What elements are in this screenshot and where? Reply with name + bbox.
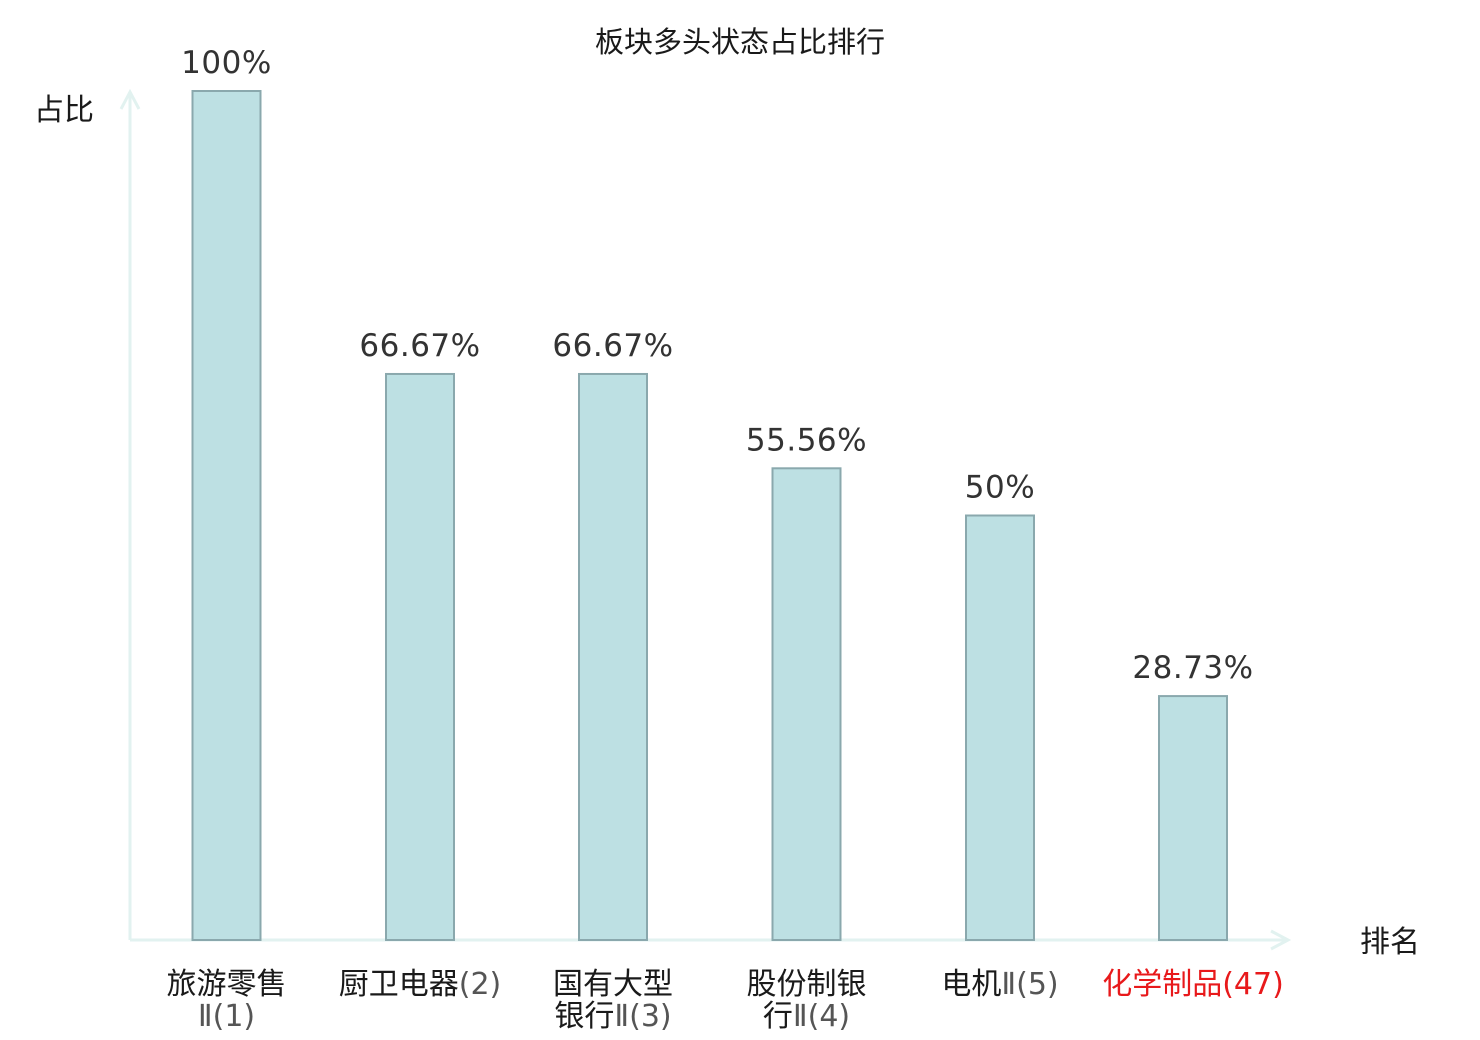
- category-label-6: 化学制品(47): [1102, 967, 1284, 1002]
- chart-title: 板块多头状态占比排行: [595, 25, 885, 59]
- value-label-6: 28.73%: [1132, 650, 1253, 686]
- bar-2: [385, 372, 455, 942]
- bar-series: [191, 90, 1228, 942]
- x-axis-label: 排名: [1360, 925, 1420, 960]
- value-labels: 100% 66.67% 66.67% 55.56% 50% 28.73%: [181, 45, 1253, 686]
- value-label-4: 55.56%: [746, 422, 867, 458]
- category-label-2: 厨卫电器(2): [339, 967, 502, 1002]
- value-label-5: 50%: [965, 470, 1035, 506]
- value-label-2: 66.67%: [359, 328, 480, 364]
- category-label-5: 电机Ⅱ(5): [941, 967, 1058, 1002]
- category-labels: 旅游零售 Ⅱ(1) 厨卫电器(2) 国有大型银行Ⅱ(3) 股份制银行Ⅱ(4) 电机Ⅱ(5)…: [167, 967, 1284, 1034]
- bar-3: [578, 372, 648, 942]
- bar-6: [1158, 695, 1228, 941]
- value-label-1: 100%: [181, 45, 272, 81]
- bar-4: [771, 467, 842, 941]
- category-label-4: 股份制银行Ⅱ(4): [747, 967, 867, 1034]
- bar-1: [191, 90, 262, 941]
- y-axis-label: 占比: [34, 93, 94, 128]
- bar-5: [965, 514, 1035, 941]
- category-label-1: 旅游零售 Ⅱ(1): [167, 967, 287, 1034]
- category-label-3: 国有大型银行Ⅱ(3): [553, 967, 673, 1034]
- value-label-3: 66.67%: [552, 328, 673, 364]
